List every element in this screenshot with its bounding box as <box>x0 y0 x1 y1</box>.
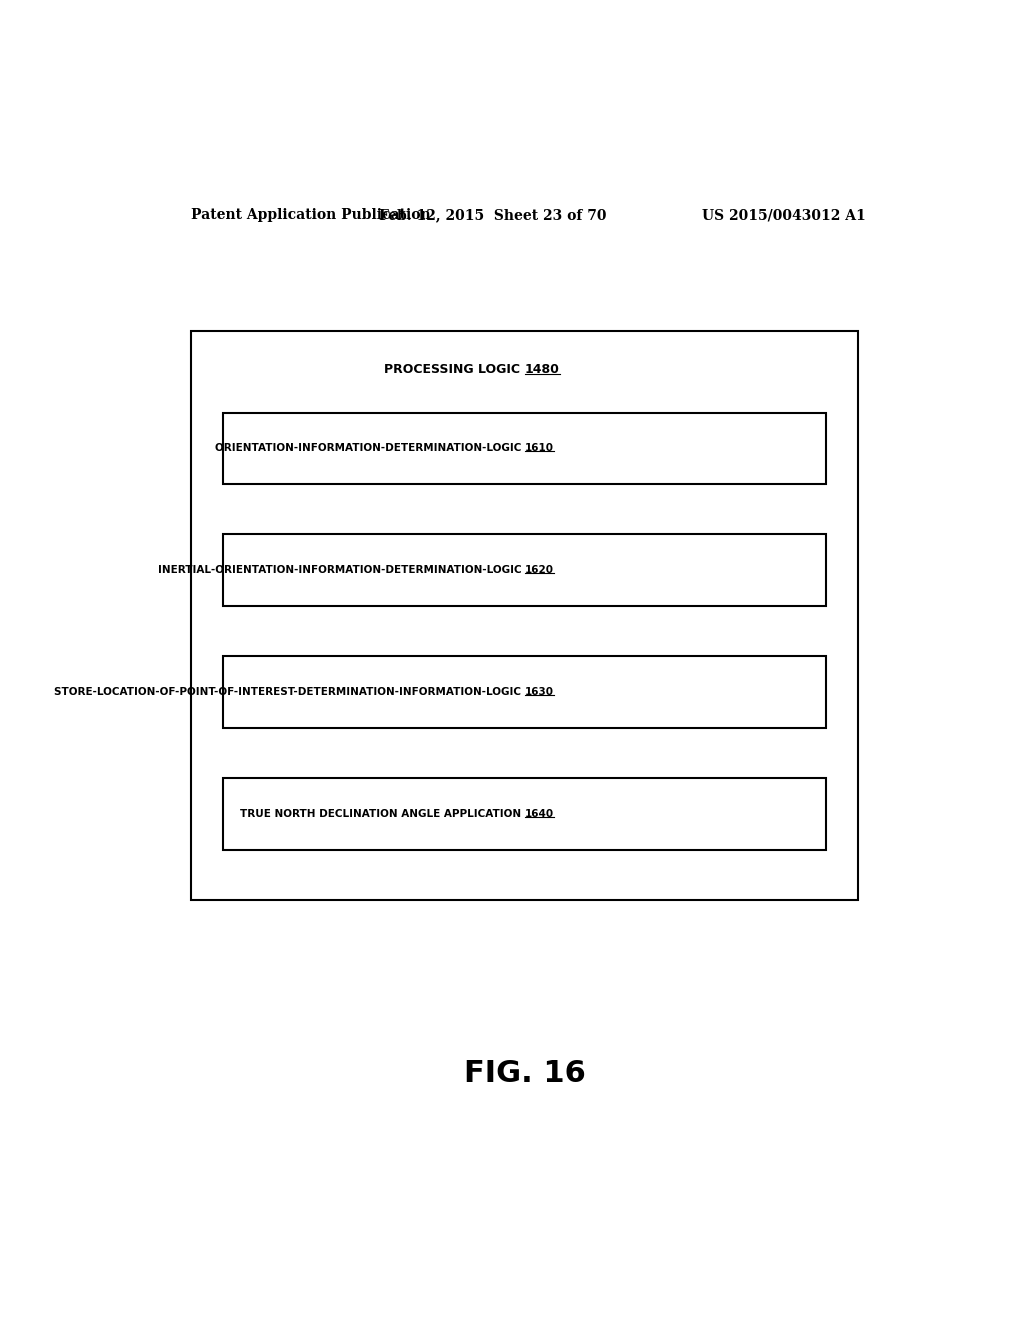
Text: Feb. 12, 2015  Sheet 23 of 70: Feb. 12, 2015 Sheet 23 of 70 <box>379 209 607 222</box>
Text: 1480: 1480 <box>524 363 560 376</box>
Text: 1620: 1620 <box>524 565 554 576</box>
Text: 1610: 1610 <box>524 444 554 453</box>
Text: ORIENTATION-INFORMATION-DETERMINATION-LOGIC: ORIENTATION-INFORMATION-DETERMINATION-LO… <box>215 444 524 453</box>
Text: TRUE NORTH DECLINATION ANGLE APPLICATION: TRUE NORTH DECLINATION ANGLE APPLICATION <box>240 809 524 818</box>
Text: US 2015/0043012 A1: US 2015/0043012 A1 <box>702 209 866 222</box>
Bar <box>191 331 858 900</box>
Text: 1630: 1630 <box>524 686 554 697</box>
Text: STORE-LOCATION-OF-POINT-OF-INTEREST-DETERMINATION-INFORMATION-LOGIC: STORE-LOCATION-OF-POINT-OF-INTEREST-DETE… <box>54 686 524 697</box>
Text: INERTIAL-ORIENTATION-INFORMATION-DETERMINATION-LOGIC: INERTIAL-ORIENTATION-INFORMATION-DETERMI… <box>158 565 524 576</box>
Bar <box>223 779 826 850</box>
Text: 1640: 1640 <box>524 809 554 818</box>
Bar <box>223 413 826 483</box>
Bar <box>223 535 826 606</box>
Text: PROCESSING LOGIC: PROCESSING LOGIC <box>384 363 524 376</box>
Text: FIG. 16: FIG. 16 <box>464 1059 586 1088</box>
Bar <box>223 656 826 727</box>
Text: Patent Application Publication: Patent Application Publication <box>191 209 431 222</box>
